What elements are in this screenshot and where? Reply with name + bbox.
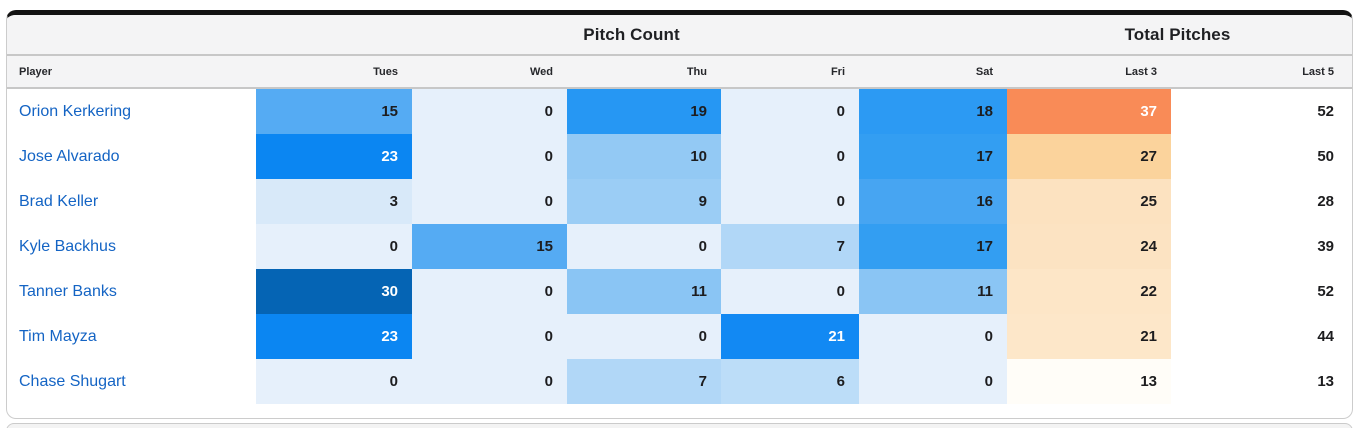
heatmap-cell-last3: 13 (1007, 359, 1171, 404)
column-header-last3: Last 3 (1125, 65, 1157, 78)
heatmap-cell-fri: 6 (721, 359, 859, 404)
player-link[interactable]: Jose Alvarado (19, 147, 120, 165)
heatmap-cell-wed: 0 (412, 269, 567, 314)
heatmap-cell-tues: 3 (256, 179, 412, 224)
heatmap-cell-fri: 0 (721, 179, 859, 224)
heatmap-cell-sat: 18 (859, 89, 1007, 134)
column-header-fri: Fri (830, 65, 845, 78)
heatmap-cell-thu: 9 (567, 179, 721, 224)
table-row: Tanner Banks 30 0 11 0 11 22 52 (7, 269, 1352, 314)
player-cell: Kyle Backhus (7, 224, 256, 269)
heatmap-cell-wed: 0 (412, 134, 567, 179)
heatmap-cell-wed: 0 (412, 359, 567, 404)
heatmap-cell-sat: 17 (859, 134, 1007, 179)
player-link[interactable]: Orion Kerkering (19, 102, 132, 120)
heatmap-cell-tues: 0 (256, 359, 412, 404)
table-row: Chase Shugart 0 0 7 6 0 13 13 (7, 359, 1352, 404)
heatmap-cell-last5: 28 (1171, 179, 1348, 224)
heatmap-cell-last3: 37 (1007, 89, 1171, 134)
table-row: Kyle Backhus 0 15 0 7 17 24 39 (7, 224, 1352, 269)
heatmap-cell-sat: 17 (859, 224, 1007, 269)
heatmap-cell-last3: 24 (1007, 224, 1171, 269)
player-cell: Tim Mayza (7, 314, 256, 359)
heatmap-cell-thu: 10 (567, 134, 721, 179)
heatmap-cell-last5: 50 (1171, 134, 1348, 179)
pitch-count-card: Pitch Count Total Pitches Player Tues Wed T… (6, 10, 1353, 419)
heatmap-cell-fri: 0 (721, 89, 859, 134)
player-cell: Brad Keller (7, 179, 256, 224)
group-header-row: Pitch Count Total Pitches (7, 15, 1352, 56)
heatmap-cell-wed: 15 (412, 224, 567, 269)
heatmap-cell-last5: 52 (1171, 89, 1348, 134)
heatmap-cell-fri: 0 (721, 269, 859, 314)
heatmap-cell-tues: 23 (256, 134, 412, 179)
player-cell: Tanner Banks (7, 269, 256, 314)
heatmap-cell-sat: 0 (859, 359, 1007, 404)
heatmap-cell-fri: 0 (721, 134, 859, 179)
table-row: Jose Alvarado 23 0 10 0 17 27 50 (7, 134, 1352, 179)
heatmap-cell-last5: 13 (1171, 359, 1348, 404)
heatmap-cell-sat: 0 (859, 314, 1007, 359)
heatmap-cell-thu: 0 (567, 224, 721, 269)
table-row: Orion Kerkering 15 0 19 0 18 37 52 (7, 89, 1352, 134)
heatmap-cell-sat: 11 (859, 269, 1007, 314)
heatmap-cell-last5: 39 (1171, 224, 1348, 269)
player-cell: Chase Shugart (7, 359, 256, 404)
heatmap-cell-last3: 22 (1007, 269, 1171, 314)
heatmap-cell-tues: 15 (256, 89, 412, 134)
heatmap-cell-sat: 16 (859, 179, 1007, 224)
column-header-row: Player Tues Wed Thu Fri Sat Last 3 Last 5 (7, 56, 1352, 89)
player-link[interactable]: Tanner Banks (19, 282, 117, 300)
heatmap-cell-tues: 0 (256, 224, 412, 269)
next-card-top-edge (6, 423, 1353, 428)
heatmap-cell-last3: 25 (1007, 179, 1171, 224)
table-row: Brad Keller 3 0 9 0 16 25 28 (7, 179, 1352, 224)
heatmap-cell-wed: 0 (412, 314, 567, 359)
heatmap-cell-tues: 23 (256, 314, 412, 359)
column-header-wed: Wed (529, 65, 553, 78)
heatmap-cell-last3: 27 (1007, 134, 1171, 179)
player-cell: Jose Alvarado (7, 134, 256, 179)
column-header-player: Player (19, 65, 53, 78)
column-header-tues: Tues (373, 65, 398, 78)
player-link[interactable]: Kyle Backhus (19, 237, 116, 255)
table-row: Tim Mayza 23 0 0 21 0 21 44 (7, 314, 1352, 359)
heatmap-cell-fri: 7 (721, 224, 859, 269)
group-header-spacer (7, 15, 256, 54)
heatmap-cell-last5: 52 (1171, 269, 1348, 314)
heatmap-cell-last5: 44 (1171, 314, 1348, 359)
column-header-sat: Sat (975, 65, 993, 78)
heatmap-cell-tues: 30 (256, 269, 412, 314)
player-link[interactable]: Brad Keller (19, 192, 99, 210)
column-header-last5: Last 5 (1302, 65, 1334, 78)
player-link[interactable]: Chase Shugart (19, 372, 126, 390)
heatmap-cell-thu: 0 (567, 314, 721, 359)
table-body: Orion Kerkering 15 0 19 0 18 37 52 Jose Alvarado… (7, 89, 1352, 404)
heatmap-cell-thu: 19 (567, 89, 721, 134)
heatmap-cell-last3: 21 (1007, 314, 1171, 359)
heatmap-cell-thu: 7 (567, 359, 721, 404)
heatmap-cell-wed: 0 (412, 89, 567, 134)
heatmap-cell-fri: 21 (721, 314, 859, 359)
heatmap-cell-thu: 11 (567, 269, 721, 314)
player-cell: Orion Kerkering (7, 89, 256, 134)
heatmap-cell-wed: 0 (412, 179, 567, 224)
group-header-pitch-count: Pitch Count (583, 24, 680, 44)
column-header-thu: Thu (686, 65, 707, 78)
player-link[interactable]: Tim Mayza (19, 327, 97, 345)
group-header-total-pitches: Total Pitches (1124, 24, 1231, 44)
